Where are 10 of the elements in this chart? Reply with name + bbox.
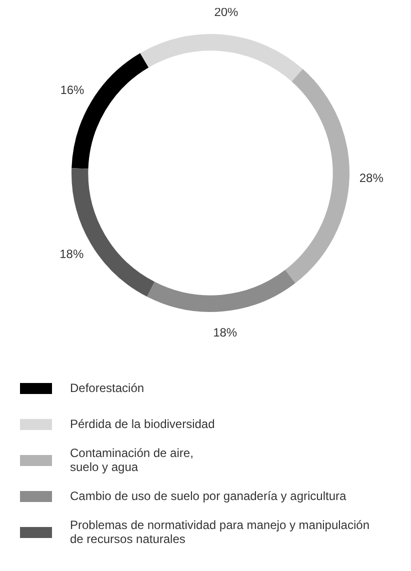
legend-label: Pérdida de la biodiversidad	[70, 417, 215, 431]
legend-label: Problemas de normatividad para manejo y manipulación de recursos naturales	[70, 518, 370, 546]
data-label: 18%	[213, 326, 238, 340]
data-label: 18%	[60, 246, 84, 261]
legend-label: Deforestación	[70, 381, 144, 395]
data-label: 28%	[359, 170, 384, 185]
legend-label: Contaminación de aire, suelo y agua	[70, 446, 194, 474]
data-label: 20%	[214, 5, 239, 20]
data-label: 16%	[60, 82, 85, 97]
legend-label: Cambio de uso de suelo por ganadería y agricultura	[70, 489, 346, 503]
